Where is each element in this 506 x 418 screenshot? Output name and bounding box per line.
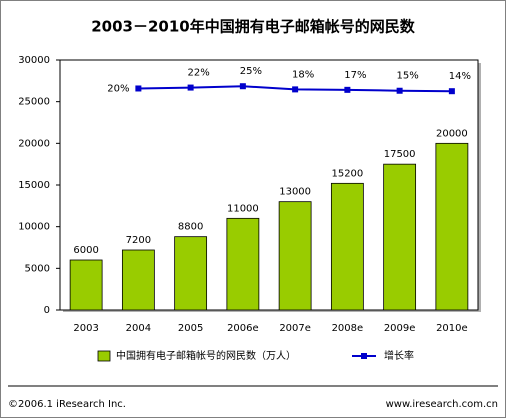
footer-left: ©2006.1 iResearch Inc. (8, 399, 126, 410)
bar-value-label: 13000 (279, 187, 311, 198)
bar (435, 142, 469, 311)
y-tick-label: 25000 (18, 97, 50, 108)
line-marker (344, 86, 351, 93)
bar (278, 201, 312, 311)
line-marker (292, 86, 299, 93)
x-tick-label: 2009e (384, 323, 416, 334)
legend-label: 增长率 (384, 349, 414, 362)
legend-label: 中国拥有电子邮箱帐号的网民数（万人） (116, 349, 296, 362)
line-value-label: 17% (344, 70, 366, 81)
line-marker (448, 88, 455, 95)
y-tick-label: 20000 (18, 138, 50, 149)
line-value-label: 20% (107, 83, 129, 94)
y-tick-label: 0 (44, 305, 50, 316)
x-tick-label: 2005 (178, 323, 203, 334)
line-value-label: 22% (188, 68, 210, 79)
x-tick-label: 2006e (227, 323, 259, 334)
bar-value-label: 7200 (126, 235, 151, 246)
line-marker (239, 83, 246, 90)
bar-value-label: 8800 (178, 222, 203, 233)
y-tick-label: 30000 (18, 55, 50, 66)
legend-swatch (97, 350, 111, 362)
bar-value-label: 17500 (384, 149, 416, 160)
x-tick-label: 2008e (332, 323, 364, 334)
y-tick-label: 10000 (18, 222, 50, 233)
footer-right: www.iresearch.com.cn (386, 399, 498, 410)
line-value-label: 15% (397, 71, 419, 82)
legend-swatch-marker (361, 353, 367, 359)
bar (383, 163, 417, 311)
bar-value-label: 20000 (436, 128, 468, 139)
chart-title: 2003－2010年中国拥有电子邮箱帐号的网民数 (91, 18, 415, 36)
bar-value-label: 15200 (331, 168, 363, 179)
bar (69, 259, 103, 311)
bar (121, 249, 155, 311)
line-value-label: 18% (292, 69, 314, 80)
y-tick-label: 15000 (18, 180, 50, 191)
x-tick-label: 2010e (436, 323, 468, 334)
bar-value-label: 6000 (73, 245, 98, 256)
x-tick-label: 2007e (279, 323, 311, 334)
line-value-label: 25% (240, 66, 262, 77)
y-tick-label: 5000 (25, 263, 50, 274)
bar-value-label: 11000 (227, 203, 259, 214)
line-marker (396, 87, 403, 94)
line-value-label: 14% (449, 71, 471, 82)
bar (330, 182, 364, 311)
bar (226, 217, 260, 311)
x-tick-label: 2003 (73, 323, 98, 334)
line-marker (187, 84, 194, 91)
x-tick-label: 2004 (126, 323, 151, 334)
line-marker (135, 85, 142, 92)
bar (174, 236, 208, 311)
